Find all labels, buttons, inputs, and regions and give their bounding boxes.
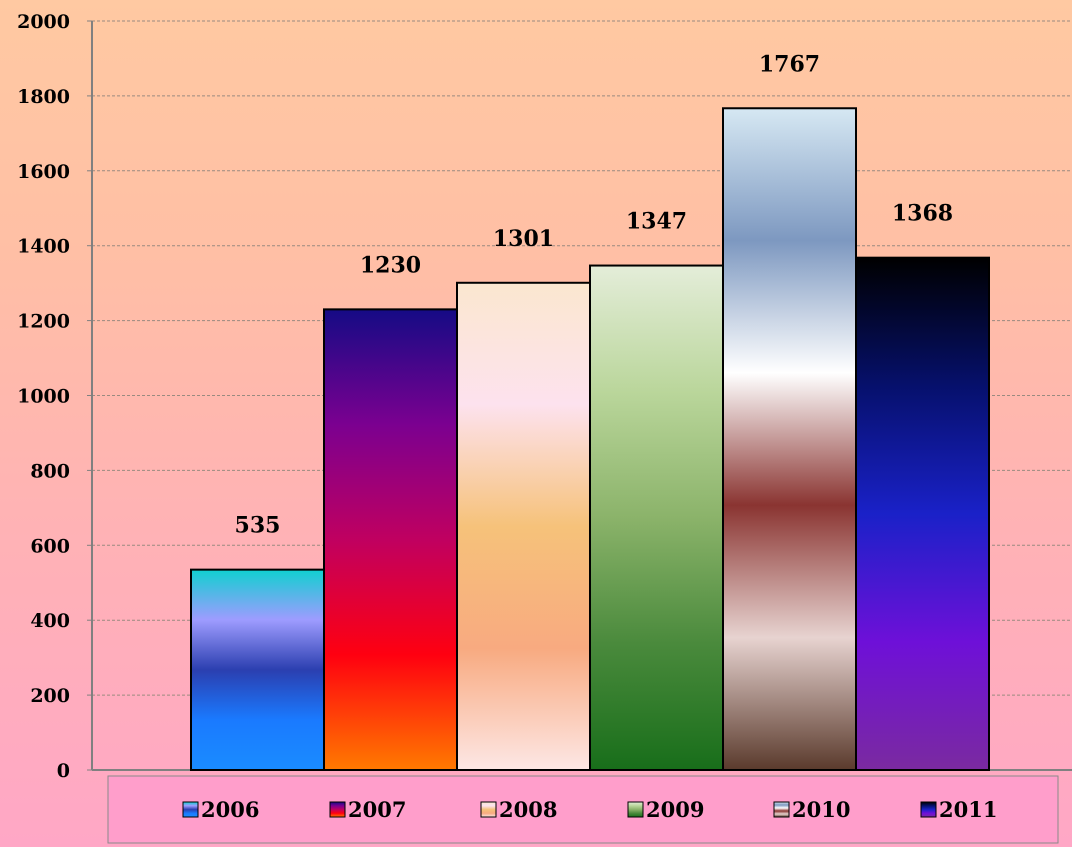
bar-2007	[323, 308, 458, 771]
y-tick-label: 1800	[17, 86, 70, 108]
legend-label-2009: 2009	[646, 797, 704, 822]
bar-2006	[190, 568, 325, 772]
y-tick-label: 400	[30, 610, 70, 632]
bars	[190, 107, 990, 772]
legend-label-2007: 2007	[348, 797, 406, 822]
data-label-2006: 535	[235, 513, 281, 539]
data-label-2008: 1301	[493, 226, 554, 252]
bar-2011	[855, 256, 990, 771]
legend-swatch-2011	[920, 801, 937, 818]
bar-2009	[589, 264, 724, 771]
legend-swatch-2007	[329, 801, 346, 818]
y-tick-label: 1000	[17, 386, 70, 408]
legend-label-2008: 2008	[499, 797, 557, 822]
legend-swatch-2006	[182, 801, 199, 818]
data-label-2010: 1767	[759, 51, 820, 77]
y-axis-tick-labels: 0 200 400 600 800 1000 1200 1400 1600 1800 2000	[17, 11, 70, 782]
data-label-2007: 1230	[360, 252, 421, 278]
y-tick-label: 800	[30, 460, 70, 482]
data-label-2009: 1347	[626, 209, 687, 235]
bar-2008	[456, 281, 591, 771]
legend-swatch-2008	[480, 801, 497, 818]
y-tick-label: 1400	[17, 236, 70, 258]
y-tick-label: 0	[57, 760, 70, 782]
legend-label-2006: 2006	[201, 797, 259, 822]
data-labels: 535 1230 1301 1347 1767 1368	[235, 51, 954, 538]
data-label-2011: 1368	[892, 201, 953, 227]
legend-swatch-2009	[627, 801, 644, 818]
legend: 2006 2007 2008 2009 2010 2011	[107, 775, 1059, 844]
legend-box	[107, 775, 1059, 844]
legend-label-2011: 2011	[939, 797, 997, 822]
y-tick-label: 1600	[17, 161, 70, 183]
y-tick-label: 2000	[17, 11, 70, 33]
y-tick-label: 1200	[17, 311, 70, 333]
legend-swatch-2010	[773, 801, 790, 818]
y-tick-label: 200	[30, 685, 70, 707]
y-tick-label: 600	[30, 535, 70, 557]
bar-2010	[722, 107, 857, 772]
legend-label-2010: 2010	[792, 797, 850, 822]
